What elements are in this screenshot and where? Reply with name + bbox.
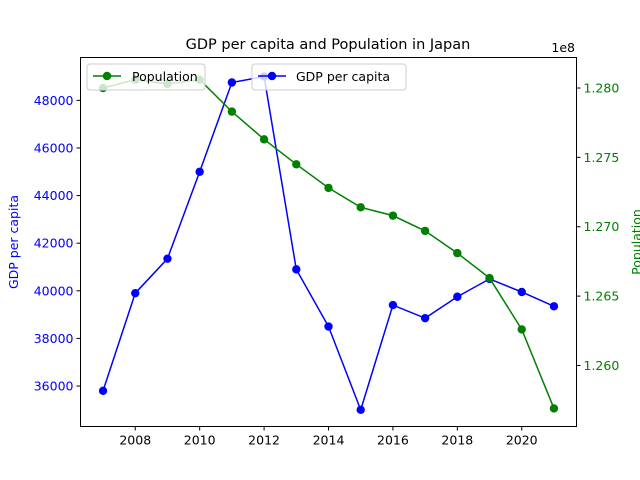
- left-tick-label-42000: 42000: [34, 236, 74, 251]
- point-population-2012: [259, 135, 269, 144]
- point-gdp-per-capita-2020: [517, 287, 526, 297]
- right-tick-label-1.27: 1.270: [584, 219, 620, 234]
- legend-gdp-per-capita: GDP per capita: [251, 63, 407, 91]
- point-gdp-per-capita-2017: [420, 313, 430, 323]
- x-tick-label-2020: 2020: [506, 433, 538, 448]
- point-gdp-per-capita-2009: [163, 254, 172, 263]
- x-tick-label-2008: 2008: [119, 433, 151, 448]
- right-tick-label-1.265: 1.265: [584, 289, 620, 304]
- point-population-2015: [356, 203, 365, 212]
- point-population-2014: [324, 183, 333, 193]
- left-axis-label: GDP per capita: [6, 195, 21, 289]
- left-tick-label-46000: 46000: [34, 140, 74, 155]
- point-gdp-per-capita-2013: [292, 265, 301, 274]
- point-population-2021: [549, 404, 559, 413]
- left-tick-label-40000: 40000: [34, 283, 74, 298]
- left-tick-label-38000: 38000: [34, 331, 74, 346]
- chart-title: GDP per capita and Population in Japan: [186, 37, 471, 53]
- point-gdp-per-capita-2011: [227, 78, 237, 87]
- legend-population: Population: [86, 63, 206, 91]
- legend-population-label: Population: [132, 69, 198, 84]
- right-axis-label: Population: [629, 209, 640, 275]
- x-tick-label-2010: 2010: [184, 433, 216, 448]
- point-population-2013: [292, 160, 301, 169]
- point-population-2019: [485, 273, 494, 283]
- left-tick-label-44000: 44000: [34, 188, 74, 203]
- legend-gdp-per-capita-marker: [267, 71, 277, 81]
- point-gdp-per-capita-2016: [388, 300, 398, 310]
- point-population-2011: [227, 107, 237, 116]
- point-population-2017: [420, 226, 430, 236]
- x-tick-label-2012: 2012: [248, 433, 280, 448]
- point-gdp-per-capita-2008: [131, 288, 140, 298]
- plot-frame: [80, 57, 577, 427]
- point-gdp-per-capita-2007: [98, 386, 108, 395]
- point-population-2018: [453, 248, 462, 258]
- x-tick-label-2018: 2018: [441, 433, 473, 448]
- x-tick-label-2016: 2016: [377, 433, 409, 448]
- left-tick-label-36000: 36000: [34, 379, 74, 394]
- point-gdp-per-capita-2021: [549, 302, 559, 311]
- point-population-2020: [517, 325, 526, 334]
- legend-population-marker: [102, 71, 112, 81]
- legend-gdp-per-capita-label: GDP per capita: [296, 69, 390, 84]
- point-gdp-per-capita-2010: [195, 167, 204, 176]
- right-tick-label-1.26: 1.260: [584, 358, 620, 373]
- left-tick-label-48000: 48000: [34, 93, 74, 108]
- x-tick-label-2014: 2014: [313, 433, 345, 448]
- right-axis-offset-label: 1e8: [551, 40, 575, 55]
- point-gdp-per-capita-2018: [453, 292, 462, 301]
- point-population-2016: [388, 211, 398, 220]
- right-tick-label-1.28: 1.280: [584, 81, 620, 96]
- point-gdp-per-capita-2015: [356, 405, 365, 415]
- point-gdp-per-capita-2014: [324, 322, 333, 331]
- right-tick-label-1.275: 1.275: [584, 150, 620, 165]
